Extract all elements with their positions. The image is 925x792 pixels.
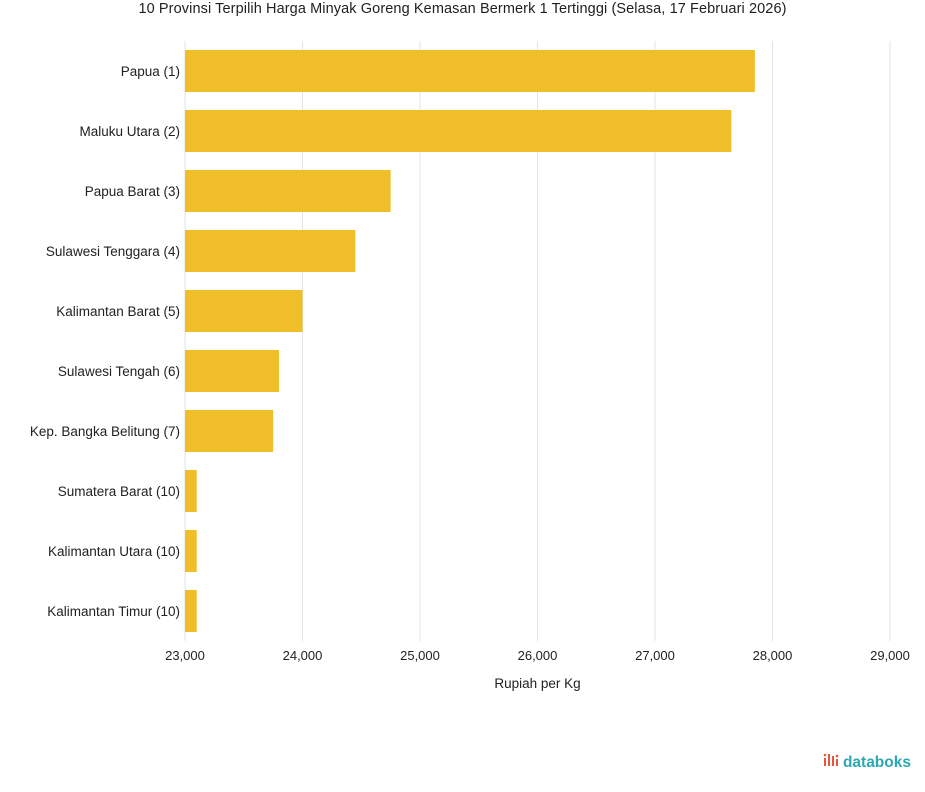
x-tick-label: 28,000 — [753, 648, 793, 663]
databoks-logo-text: databoks — [842, 753, 911, 771]
category-label: Kalimantan Barat (5) — [56, 304, 180, 319]
category-label: Sulawesi Tenggara (4) — [46, 244, 180, 259]
bar[interactable] — [185, 230, 356, 272]
x-axis-tick-labels: 23,000 24,000 25,000 26,000 27,000 28,000 29,0… — [165, 648, 910, 663]
x-axis-title: Rupiah per Kg — [494, 676, 580, 691]
x-tick-label: 26,000 — [518, 648, 558, 663]
x-tick-label: 24,000 — [283, 648, 323, 663]
x-tick-label: 25,000 — [400, 648, 440, 663]
category-label: Maluku Utara (2) — [79, 124, 180, 139]
category-labels: Papua (1) Maluku Utara (2) Papua Barat (3)… — [30, 64, 180, 619]
bars — [185, 50, 755, 632]
bar[interactable] — [185, 410, 274, 452]
bar[interactable] — [185, 50, 755, 92]
bar[interactable] — [185, 470, 197, 512]
x-tick-label: 29,000 — [870, 648, 910, 663]
bar[interactable] — [185, 530, 197, 572]
category-label: Kep. Bangka Belitung (7) — [30, 424, 180, 439]
category-label: Papua (1) — [121, 64, 180, 79]
category-label: Sulawesi Tengah (6) — [58, 364, 180, 379]
chart-title: 10 Provinsi Terpilih Harga Minyak Goreng… — [138, 1, 787, 17]
bar[interactable] — [185, 350, 279, 392]
bar[interactable] — [185, 110, 732, 152]
databoks-logo[interactable]: databoks — [823, 752, 911, 773]
bar-chart: Papua (1) Maluku Utara (2) Papua Barat (3)… — [30, 41, 910, 691]
bar[interactable] — [185, 290, 303, 332]
bar[interactable] — [185, 170, 391, 212]
databoks-logo-icon — [823, 752, 841, 773]
bar[interactable] — [185, 590, 197, 632]
x-tick-label: 27,000 — [635, 648, 675, 663]
x-tick-label: 23,000 — [165, 648, 205, 663]
category-label: Kalimantan Timur (10) — [47, 604, 180, 619]
category-label: Kalimantan Utara (10) — [48, 544, 180, 559]
category-label: Sumatera Barat (10) — [58, 484, 180, 499]
category-label: Papua Barat (3) — [85, 184, 180, 199]
